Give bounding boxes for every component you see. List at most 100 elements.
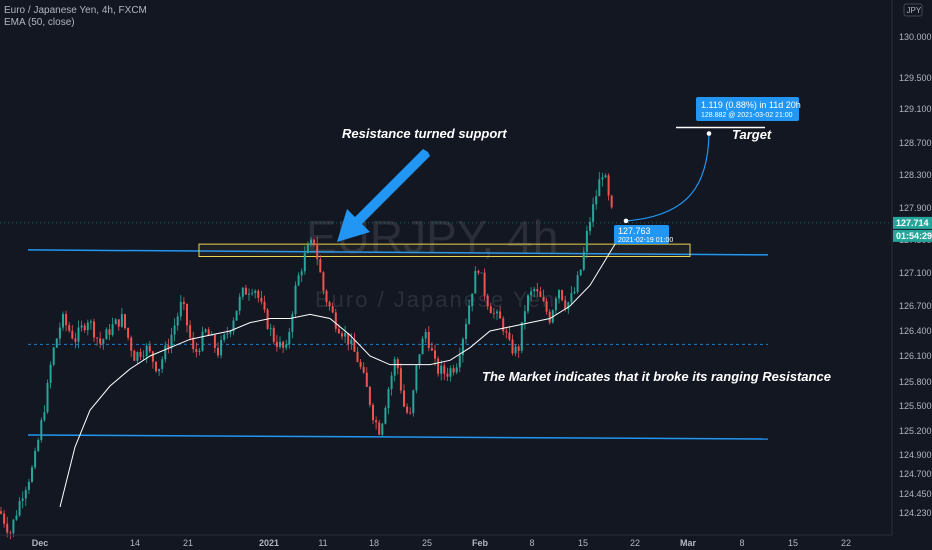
annotation-target[interactable]: Target [732, 127, 772, 142]
candle-body [294, 285, 297, 315]
lower-support-line[interactable] [27, 434, 769, 440]
projection-curve[interactable] [625, 133, 710, 222]
time-tick-label: 11 [318, 538, 327, 548]
candle-body [527, 295, 529, 312]
candle-body [58, 327, 61, 339]
candle-body [533, 288, 536, 292]
candle-body [368, 386, 371, 405]
candle-body [486, 295, 489, 307]
arrow-annotation[interactable] [337, 149, 430, 242]
candle-body [226, 333, 229, 335]
candle-body [337, 328, 340, 334]
candle-body [257, 290, 260, 298]
projection-start-point[interactable] [623, 218, 629, 224]
candle-body [530, 291, 533, 296]
candle-body [248, 293, 250, 295]
candle-body [598, 179, 601, 197]
entry-tooltip-price: 127.763 [618, 226, 651, 236]
candle-body [151, 351, 154, 362]
time-tick-label: 8 [529, 538, 534, 548]
time-tick-label: Dec [32, 538, 49, 548]
price-tick-label: 127.900 [899, 203, 932, 213]
candle-body [77, 327, 80, 342]
candle-body [130, 337, 133, 351]
candle-body [43, 412, 46, 421]
candle-body [387, 389, 390, 409]
resistance-zone[interactable] [198, 243, 691, 257]
candle-body [375, 420, 378, 423]
candle-body [12, 519, 15, 534]
projection-change-text: 1.119 (0.88%) in 11d 20h [701, 100, 801, 110]
candle-body [83, 325, 86, 331]
candle-body [220, 339, 223, 356]
candle-body [477, 271, 480, 273]
price-axis[interactable]: 130.000 129.500 129.100 128.700 128.300 127.9… [891, 0, 932, 550]
price-tick-label: 128.300 [899, 170, 932, 180]
candle-body [334, 312, 337, 329]
time-tick-label: 22 [630, 538, 640, 548]
candle-body [291, 314, 294, 333]
candle-body [514, 346, 517, 354]
last-price-badge[interactable]: 127.714 01:54:29 [893, 216, 932, 242]
indicator-legend[interactable]: EMA (50, close) [4, 17, 75, 28]
price-tick-label: 126.700 [899, 301, 932, 311]
candle-body [378, 422, 381, 435]
candle-body [96, 337, 99, 339]
time-tick-label: 25 [422, 538, 432, 548]
candle-body [390, 375, 393, 390]
candle-body [341, 333, 343, 337]
candle-body [244, 287, 247, 295]
candle-body [148, 345, 151, 352]
time-tick-label: 22 [841, 538, 851, 548]
time-tick-label: 14 [130, 538, 140, 548]
candle-body [576, 275, 579, 292]
candle-body [74, 338, 77, 342]
candle-body [585, 230, 588, 252]
upper-resistance-line[interactable] [27, 249, 769, 256]
entry-tooltip-time: 2021-02-19 01:00 [618, 237, 673, 244]
projection-label[interactable]: 1.119 (0.88%) in 11d 20h 128.882 @ 2021-… [696, 97, 801, 121]
candle-body [111, 324, 114, 335]
candle-body [300, 271, 303, 276]
candle-body [201, 331, 204, 351]
candle-body [9, 532, 12, 534]
candle-body [492, 313, 495, 314]
time-tick-label: 18 [369, 538, 379, 548]
time-axis[interactable]: Dec 14 21 2021 11 18 25 Feb 8 15 22 Mar 8 15 22 [0, 534, 892, 548]
candle-body [282, 341, 285, 348]
candle-body [269, 328, 272, 329]
candle-body [297, 275, 300, 286]
annotation-resistance-turned-support[interactable]: Resistance turned support [342, 126, 507, 141]
candle-body [517, 346, 520, 351]
price-tick-label: 126.400 [899, 326, 932, 336]
symbol-title[interactable]: Euro / Japanese Yen, 4h, FXCM [4, 5, 147, 16]
candle-body [418, 354, 421, 366]
candle-body [347, 333, 350, 345]
price-tick-label: 124.700 [899, 469, 932, 479]
candle-body [93, 321, 95, 338]
candle-body [176, 316, 179, 326]
candle-body [24, 489, 27, 499]
annotation-breakout-note[interactable]: The Market indicates that it broke its r… [482, 369, 831, 384]
time-tick-label: 21 [183, 538, 193, 548]
candle-body [71, 330, 74, 339]
candle-body [254, 290, 257, 293]
candle-body [217, 347, 219, 356]
projection-end-point[interactable] [706, 131, 712, 136]
candle-body [567, 302, 570, 310]
candle-body [127, 327, 130, 338]
candle-body [356, 351, 359, 362]
candle-body [173, 325, 176, 335]
candle-body [89, 321, 92, 323]
candle-body [18, 500, 21, 516]
candle-body [458, 355, 461, 368]
candle-body [161, 359, 164, 369]
candle-body [229, 331, 232, 334]
entry-tooltip[interactable]: 127.763 2021-02-19 01:00 [614, 225, 673, 244]
candle-body [272, 328, 275, 342]
candle-body [381, 423, 384, 435]
candle-body [158, 368, 161, 372]
currency-badge[interactable]: JPY [903, 3, 923, 17]
